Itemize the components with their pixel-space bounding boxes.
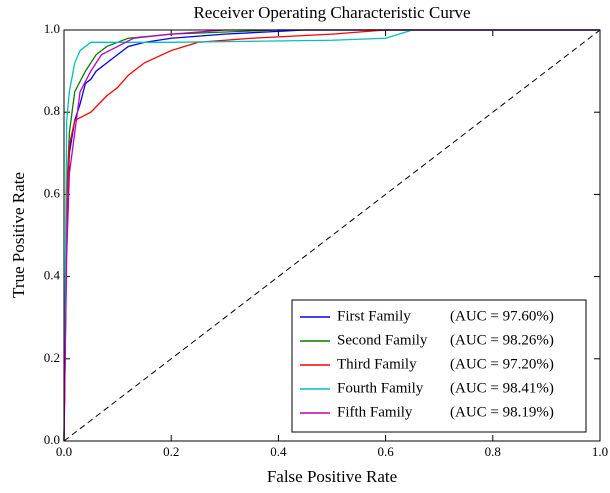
x-axis-label: False Positive Rate (267, 467, 397, 486)
x-tick-label: 1.0 (592, 444, 608, 459)
roc-curve (63, 29, 600, 442)
y-tick-label: 0.0 (44, 432, 60, 447)
roc-curve (63, 29, 600, 442)
x-tick-label: 0.8 (485, 444, 501, 459)
roc-curve (63, 29, 600, 442)
x-tick-label: 0.2 (163, 444, 179, 459)
roc-curve (63, 29, 600, 442)
legend-auc: (AUC = 98.26%) (450, 332, 554, 348)
chart-title: Receiver Operating Characteristic Curve (193, 3, 470, 22)
legend-auc: (AUC = 97.60%) (450, 308, 554, 324)
legend-auc: (AUC = 97.20%) (450, 356, 554, 372)
legend-name: Second Family (337, 332, 428, 348)
chance-line (63, 29, 601, 442)
y-tick-label: 0.4 (44, 268, 61, 283)
legend-name: Third Family (337, 356, 417, 372)
x-tick-label: 0.0 (56, 444, 72, 459)
y-tick-label: 0.8 (44, 103, 60, 118)
legend-auc: (AUC = 98.19%) (450, 404, 554, 420)
y-tick-label: 1.0 (44, 21, 60, 36)
x-tick-label: 0.6 (377, 444, 394, 459)
x-tick-label: 0.4 (270, 444, 287, 459)
legend-box (291, 299, 587, 433)
legend-name: Fourth Family (337, 380, 424, 396)
plot-frame (63, 29, 601, 442)
legend-name: First Family (337, 308, 411, 324)
legend-name: Fifth Family (337, 404, 413, 420)
y-axis-label: True Positive Rate (9, 172, 28, 298)
legend-auc: (AUC = 98.41%) (450, 380, 554, 396)
y-tick-label: 0.6 (44, 185, 61, 200)
y-tick-label: 0.2 (44, 350, 60, 365)
